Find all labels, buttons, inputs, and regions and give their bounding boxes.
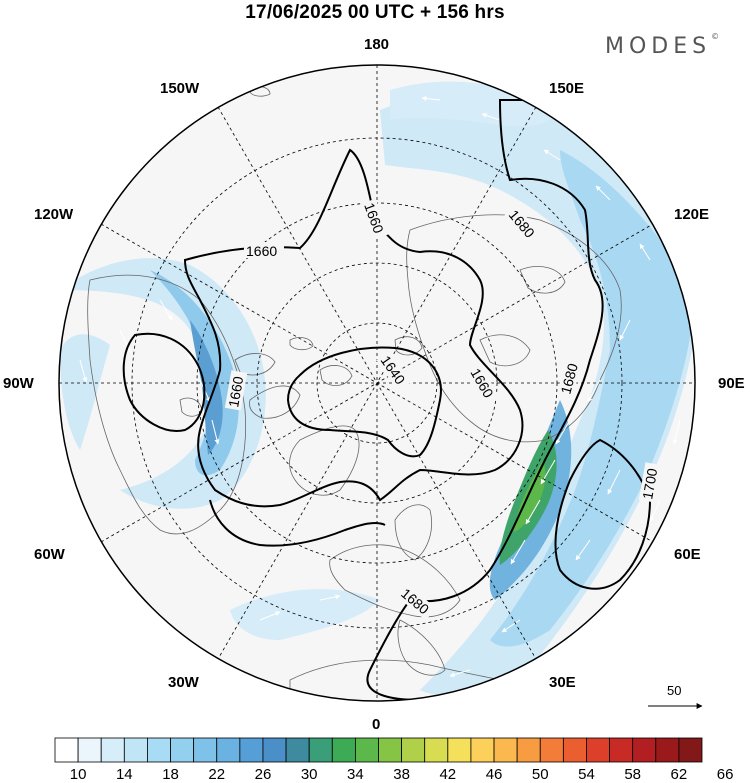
contour-1640 (286, 346, 442, 458)
colorbar-tick-label: 50 (531, 766, 549, 783)
colorbar-tick-label: 18 (162, 766, 179, 783)
map-title: 17/06/2025 00 UTC + 156 hrs (245, 2, 505, 23)
contour-label-1: 1660 (246, 243, 277, 259)
colorbar-tick-label: 34 (347, 766, 364, 783)
jet-band-west (60, 334, 110, 450)
colorbar-tick-label: 26 (254, 766, 272, 783)
colorbar-tick-label: 10 (69, 766, 87, 783)
jet-core-bright (514, 460, 546, 532)
lon-label-30w: 30W (168, 674, 199, 691)
colorbar-tick-label: 38 (393, 766, 410, 783)
colorbar-tick-label: 62 (670, 766, 688, 783)
lon-label-90w: 90W (3, 375, 34, 392)
graticule (59, 65, 695, 701)
brand-copyright: © (711, 32, 720, 41)
lon-label-120w: 120W (34, 206, 74, 223)
contour-labels: 1660 1660 1680 1640 1660 1660 1680 1700 (224, 198, 662, 621)
lon-label-60w: 60W (34, 546, 65, 563)
contour-1680-west (209, 499, 386, 547)
map-border (58, 64, 696, 702)
contour-label-7: 1680 (557, 361, 581, 395)
colorbar-tick-label: 30 (300, 766, 318, 783)
brand-name: MODES (605, 34, 712, 59)
colorbar-tick-label: 58 (624, 766, 642, 783)
contour-1660 (183, 148, 524, 508)
contour-label-8: 1700 (639, 467, 660, 501)
lon-label-0: 0 (372, 716, 381, 733)
lon-label-150w: 150W (160, 80, 200, 97)
wind-speed-shading (60, 81, 695, 697)
colorbar-tick-label: 46 (485, 766, 503, 783)
colorbar-tick-label: 54 (578, 766, 595, 783)
brand-logo: MODES© (605, 32, 720, 59)
lon-label-60e: 60E (674, 546, 701, 563)
lon-label-150e: 150E (549, 80, 585, 97)
lon-label-180: 180 (364, 36, 390, 53)
colorbar-tick-label: 42 (439, 766, 457, 783)
colorbar-tick-label: 66 (716, 766, 734, 783)
lon-label-90e: 90E (718, 375, 745, 392)
jet-band-america-inner (190, 320, 223, 455)
wind-vectors (79, 96, 681, 678)
lon-label-120e: 120E (674, 206, 710, 223)
colorbar-tick-label: 22 (208, 766, 226, 783)
reference-vector-label: 50 (667, 683, 682, 698)
contour-label-6: 1660 (225, 375, 246, 409)
lon-label-30e: 30E (549, 674, 576, 691)
colorbar-tick-label: 14 (115, 766, 133, 783)
jet-band-asia-mid (490, 150, 695, 647)
contour-1660-west (122, 332, 206, 432)
